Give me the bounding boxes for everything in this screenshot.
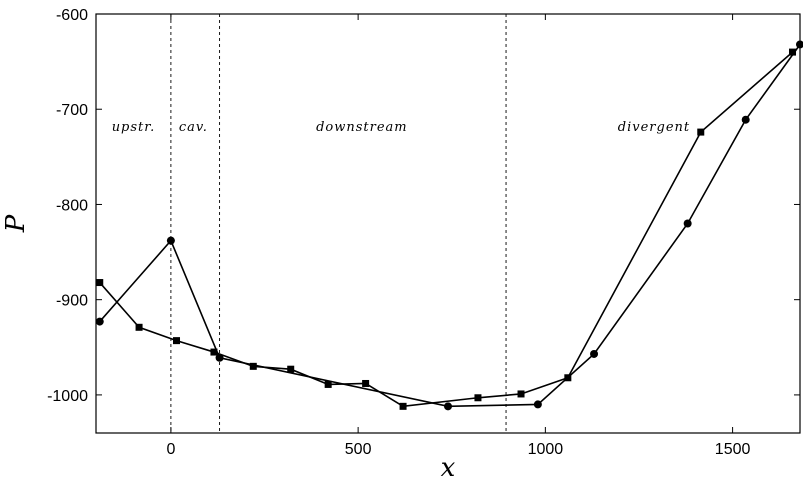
y-tick-label: -700 <box>56 102 88 119</box>
series-1-point <box>590 349 599 358</box>
y-axis-label: P <box>1 214 31 233</box>
series-2-point <box>287 365 295 373</box>
series-1-point <box>533 400 542 409</box>
region-boundaries <box>170 14 507 433</box>
series-2-point <box>789 48 797 56</box>
axis-ticks: 0 500 1000 1500 -600 -700 -800 -900 -1000 <box>47 7 800 458</box>
y-tick-label: -800 <box>56 197 88 214</box>
region-label: divergent <box>618 120 690 135</box>
x-tick-label: 1500 <box>715 441 751 458</box>
series-1-point <box>166 236 175 245</box>
region-label: downstream <box>316 120 408 135</box>
series-1-point <box>95 317 104 326</box>
series-2-point <box>249 362 257 370</box>
series-2-point <box>564 374 572 382</box>
y-tick-label: -600 <box>56 7 88 24</box>
series-2-point <box>324 380 332 388</box>
series-1-point <box>683 219 692 228</box>
region-labels: upstr. cav. downstream divergent <box>112 120 690 135</box>
x-axis-label: x <box>441 453 456 480</box>
series-1-point <box>444 402 452 411</box>
series-2-point <box>210 348 218 356</box>
series-2-line <box>99 51 794 408</box>
region-label: upstr. <box>112 120 156 135</box>
plot-frame <box>95 13 801 434</box>
series-2-point <box>517 390 525 398</box>
x-tick-label: 500 <box>345 441 372 458</box>
data-series <box>95 40 803 411</box>
series-1-point <box>741 115 750 124</box>
series-2-point <box>399 402 407 410</box>
y-tick-label: -1000 <box>47 388 88 405</box>
x-tick-label: 0 <box>166 441 175 458</box>
x-tick-label: 1000 <box>528 441 564 458</box>
series-2-point <box>135 323 143 331</box>
series-2-point <box>96 279 104 287</box>
series-2-point <box>173 337 181 345</box>
series-1-line <box>99 44 801 408</box>
region-label: cav. <box>179 120 208 135</box>
series-2-point <box>362 379 370 387</box>
series-1-point <box>215 353 224 362</box>
series-2-point <box>697 128 705 136</box>
y-tick-label: -900 <box>56 293 88 310</box>
series-2-point <box>474 394 482 402</box>
